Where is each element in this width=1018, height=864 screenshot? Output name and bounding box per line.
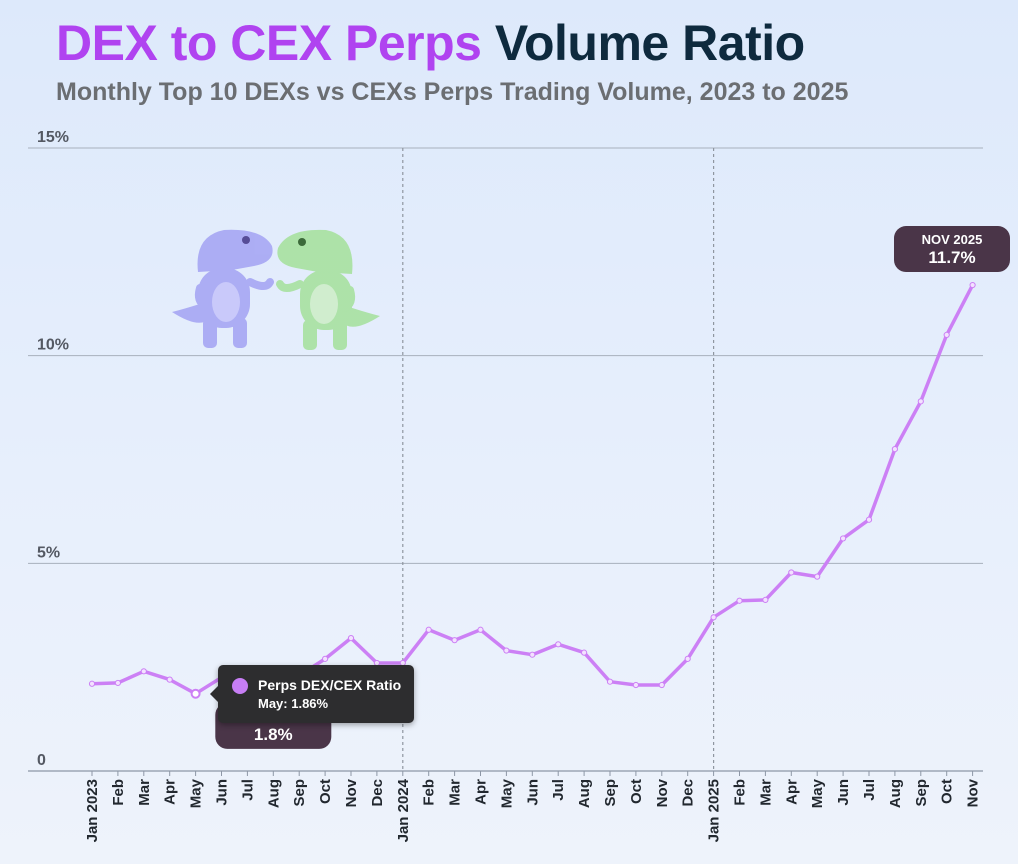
year-dividers	[402, 148, 715, 771]
x-tick-label: Mar	[447, 779, 464, 806]
data-point	[917, 398, 924, 405]
chart-title: DEX to CEX Perps Volume Ratio	[56, 14, 805, 72]
data-point	[114, 679, 122, 687]
data-point	[788, 569, 795, 576]
data-point	[736, 597, 743, 604]
x-tick-label: Sep	[602, 779, 619, 807]
green-dino-mascot	[276, 229, 380, 350]
data-point	[658, 681, 665, 689]
x-tick-label: Feb	[732, 779, 749, 806]
x-tick-label: Jun	[214, 779, 231, 806]
purple-dino-mascot	[172, 229, 274, 348]
x-tick-label: Nov	[965, 778, 982, 807]
x-tick-label: Aug	[887, 779, 904, 808]
x-tick-label: Oct	[628, 779, 645, 804]
x-tick-label: Jul	[550, 779, 567, 801]
data-point	[190, 688, 201, 699]
chart-title-rest: Volume Ratio	[494, 15, 805, 71]
x-tick-label: Apr	[162, 779, 179, 805]
x-tick-label: Aug	[576, 779, 593, 808]
data-point	[140, 668, 147, 675]
y-tick-label: 0	[37, 752, 46, 769]
data-point	[581, 649, 588, 656]
x-tick-label: Dec	[680, 779, 697, 807]
data-point	[969, 281, 976, 289]
x-tick-label: Apr	[473, 779, 490, 805]
tooltip-series-name: Perps DEX/CEX Ratio	[258, 677, 402, 693]
data-point	[606, 678, 614, 685]
mascot-illustration	[172, 229, 380, 350]
x-tick-label: Jan 2025	[706, 779, 723, 842]
data-point	[865, 516, 873, 523]
data-point	[943, 331, 950, 338]
x-tick-label: Jul	[239, 779, 256, 801]
data-point	[451, 637, 458, 644]
data-point	[684, 655, 691, 662]
x-tick-label: Jun	[524, 779, 541, 806]
callout-value: 11.7%	[928, 248, 975, 267]
x-tick-label: Sep	[291, 779, 308, 807]
data-point	[347, 634, 355, 642]
y-tick-label: 10%	[37, 337, 69, 354]
x-tick-label: Feb	[110, 779, 127, 806]
data-point	[891, 446, 899, 453]
x-tick-label: Nov	[343, 778, 360, 807]
x-tick-label: Jun	[835, 779, 852, 806]
x-tick-label: Feb	[421, 779, 438, 806]
x-tick-label: May	[498, 778, 515, 808]
x-tick-label: Oct	[939, 779, 956, 804]
x-tick-label: Sep	[913, 779, 930, 807]
data-point	[814, 573, 821, 580]
x-axis-ticks: Jan 2023 Feb Mar Apr May Jun Jul Aug Sep Oct Nov De…	[84, 771, 982, 842]
data-point	[322, 655, 329, 662]
x-tick-label: Apr	[783, 779, 800, 805]
data-point	[529, 651, 536, 658]
chart-subtitle: Monthly Top 10 DEXs vs CEXs Perps Tradin…	[56, 78, 849, 106]
x-tick-label: Nov	[654, 778, 671, 807]
data-point	[166, 676, 173, 683]
tooltip-series-dot	[232, 678, 248, 694]
data-point	[555, 641, 562, 648]
callout-label: NOV 2025	[922, 232, 983, 247]
x-tick-label: Jul	[861, 779, 878, 801]
y-tick-label: 5%	[37, 544, 60, 561]
x-tick-label: Mar	[136, 779, 153, 806]
x-tick-label: Mar	[757, 779, 774, 806]
x-tick-label: Jan 2024	[395, 778, 412, 842]
data-point	[762, 596, 769, 603]
data-point	[477, 626, 484, 633]
x-tick-label: Dec	[369, 779, 386, 807]
data-point	[632, 681, 640, 689]
series-points	[88, 281, 976, 699]
x-tick-label: Oct	[317, 779, 334, 804]
y-tick-label: 15%	[37, 129, 69, 146]
data-point	[840, 535, 847, 542]
gridlines	[28, 147, 983, 564]
tooltip-value: May: 1.86%	[258, 696, 329, 711]
data-point	[88, 680, 96, 687]
tooltip: Perps DEX/CEX Ratio May: 1.86%	[210, 665, 414, 723]
x-tick-label: Jan 2023	[84, 779, 101, 842]
callout-box	[894, 226, 1010, 273]
y-axis-ticks: 0 5% 10% 15%	[37, 129, 69, 769]
data-point	[425, 626, 432, 633]
x-tick-label: May	[809, 778, 826, 808]
callout-value: 1.8%	[254, 725, 293, 744]
series-line-perps-ratio	[90, 283, 975, 696]
x-tick-label: May	[188, 778, 205, 808]
x-tick-label: Aug	[265, 779, 282, 808]
data-point	[710, 614, 717, 621]
chart-title-highlight: DEX to CEX Perps	[56, 15, 482, 71]
data-point	[503, 647, 510, 654]
